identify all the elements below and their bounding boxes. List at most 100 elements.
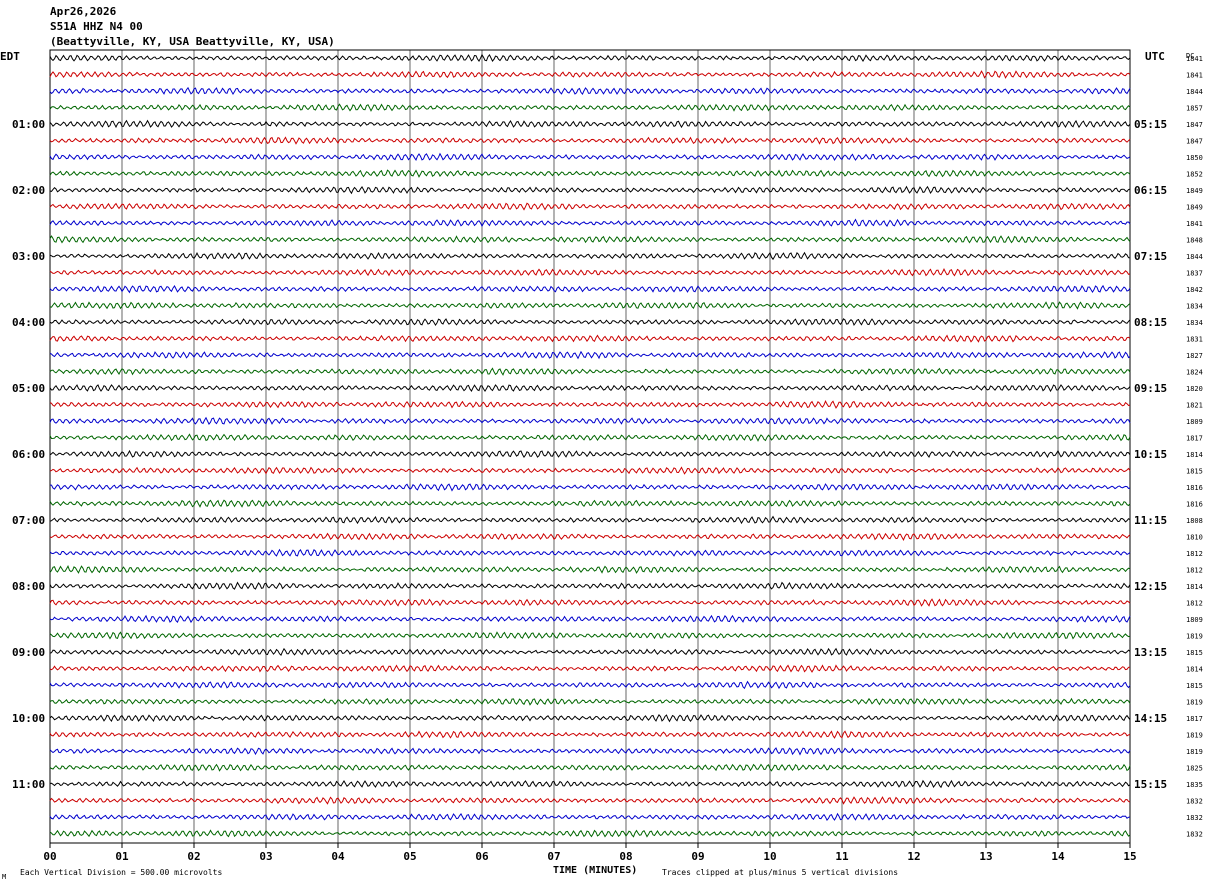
trace-row	[49, 779, 1131, 789]
left-hour-label: 06:00	[12, 448, 45, 461]
x-tick-label: 08	[619, 850, 632, 863]
left-hour-labels: 01:00 02:00 03:00 04:00 05:00 06:00 07:00 08:00…	[12, 118, 45, 791]
trace-row	[49, 235, 1131, 244]
dc-offset-label: 1847	[1186, 121, 1203, 129]
dc-offset-label: 1812	[1186, 600, 1203, 608]
x-tick-label: 12	[907, 850, 920, 863]
dc-offset-label: 1814	[1186, 583, 1203, 591]
trace-row	[49, 400, 1131, 409]
header-location: (Beattyville, KY, USA Beattyville, KY, U…	[50, 35, 335, 48]
dc-offset-label: 1819	[1186, 732, 1203, 740]
dc-offset-label: 1837	[1186, 270, 1203, 278]
trace-row	[49, 350, 1131, 360]
right-hour-label: 12:15	[1134, 580, 1167, 593]
trace-row	[49, 70, 1131, 79]
trace-row	[49, 763, 1131, 772]
trace-row	[49, 301, 1131, 310]
x-tick-label: 02	[187, 850, 200, 863]
dc-offset-label: 1835	[1186, 781, 1203, 789]
dc-offset-label: 1819	[1186, 748, 1203, 756]
dc-offset-label: 1816	[1186, 501, 1203, 509]
dc-offset-label: 1827	[1186, 352, 1203, 360]
dc-offset-label: 1852	[1186, 171, 1203, 179]
dc-offset-label: 1819	[1186, 699, 1203, 707]
dc-offset-label: 1832	[1186, 814, 1203, 822]
trace-row	[49, 367, 1131, 376]
dc-offset-label: 1850	[1186, 154, 1203, 162]
trace-row	[49, 449, 1131, 459]
trace-row	[49, 152, 1131, 162]
right-hour-label: 06:15	[1134, 184, 1167, 197]
trace-row	[49, 730, 1131, 739]
right-hour-label: 15:15	[1134, 778, 1167, 791]
left-hour-label: 03:00	[12, 250, 45, 263]
trace-row	[49, 218, 1131, 228]
dc-offset-label: 1844	[1186, 88, 1203, 96]
trace-row	[49, 647, 1131, 656]
right-hour-labels: 05:15 06:15 07:15 08:15 09:15 10:15 11:15 12:15…	[1134, 118, 1167, 791]
dc-column-label: DC	[1186, 52, 1194, 60]
right-hour-label: 09:15	[1134, 382, 1167, 395]
dc-offset-label: 1847	[1186, 138, 1203, 146]
dc-offset-label: 1825	[1186, 765, 1203, 773]
dc-offset-label: 1820	[1186, 385, 1203, 393]
dc-offset-label: 1832	[1186, 798, 1203, 806]
header-date: Apr26,2026	[50, 5, 117, 18]
trace-row	[49, 169, 1131, 178]
x-tick-label: 04	[331, 850, 345, 863]
x-tick-label: 14	[1051, 850, 1065, 863]
x-tick-label: 07	[547, 850, 560, 863]
x-axis-ticks: 00 01 02 03 04 05 06 07 08 09 10 11 12 13 14 15	[43, 843, 1137, 863]
x-tick-label: 09	[691, 850, 704, 863]
dc-offset-label: 1809	[1186, 616, 1203, 624]
right-hour-label: 05:15	[1134, 118, 1167, 131]
trace-row	[49, 499, 1131, 508]
trace-group	[49, 53, 1131, 838]
trace-row	[49, 697, 1131, 706]
dc-offset-label: 1821	[1186, 402, 1203, 410]
dc-offset-label: 1815	[1186, 649, 1203, 657]
trace-row	[49, 334, 1131, 343]
left-hour-label: 01:00	[12, 118, 45, 131]
trace-row	[49, 598, 1131, 607]
trace-row	[49, 812, 1131, 822]
left-hour-label: 11:00	[12, 778, 45, 791]
x-tick-label: 13	[979, 850, 992, 863]
left-hour-label: 05:00	[12, 382, 45, 395]
trace-row	[49, 466, 1131, 475]
trace-row	[49, 714, 1131, 723]
dc-offset-label: 1844	[1186, 253, 1203, 261]
x-axis-title: TIME (MINUTES)	[553, 865, 637, 876]
trace-row	[49, 53, 1131, 63]
left-hour-label: 04:00	[12, 316, 45, 329]
dc-offset-label: 1834	[1186, 303, 1203, 311]
trace-row	[49, 318, 1131, 327]
trace-row	[49, 548, 1131, 557]
dc-offset-label: 1857	[1186, 105, 1203, 113]
corner-mark: M	[2, 873, 6, 881]
trace-row	[49, 433, 1131, 442]
plot-frame	[49, 49, 1131, 844]
dc-offset-label: 1817	[1186, 435, 1203, 443]
dc-offset-label: 1834	[1186, 319, 1203, 327]
left-hour-label: 10:00	[12, 712, 45, 725]
x-tick-label: 01	[115, 850, 129, 863]
dc-offset-label: 1812	[1186, 567, 1203, 575]
trace-row	[49, 565, 1131, 574]
dc-offset-label: 1848	[1186, 237, 1203, 245]
x-tick-label: 11	[835, 850, 849, 863]
dc-offset-label: 1831	[1186, 336, 1203, 344]
trace-row	[49, 251, 1131, 261]
trace-row	[49, 103, 1131, 112]
left-hour-label: 08:00	[12, 580, 45, 593]
trace-row	[50, 483, 1131, 492]
right-timezone-label: UTC	[1145, 50, 1165, 63]
trace-row	[49, 185, 1131, 195]
trace-row	[49, 284, 1131, 294]
clip-note: Traces clipped at plus/minus 5 vertical …	[662, 868, 898, 877]
trace-row	[49, 680, 1131, 690]
x-tick-label: 15	[1123, 850, 1136, 863]
trace-row	[49, 384, 1131, 393]
right-hour-label: 14:15	[1134, 712, 1167, 725]
trace-row	[49, 202, 1131, 211]
